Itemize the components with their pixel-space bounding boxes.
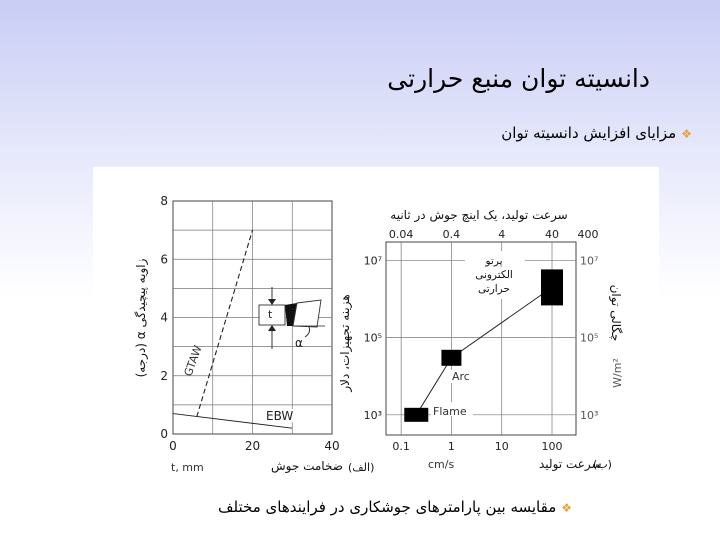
left-series-ebw-line <box>172 413 293 429</box>
right-panel-label: (ب) <box>593 458 612 471</box>
left-x-axis-label: ضخامت جوش <box>271 459 343 474</box>
left-grid <box>173 201 332 434</box>
right-point-marker <box>441 349 462 366</box>
right-x-tick-label: 100 <box>542 440 563 453</box>
comparison-figure: 0 20 40 0 2 4 6 8 GTAW EBW t α زاویه پیچیدگی α … <box>93 167 659 483</box>
diamond-bullet-icon: ❖ <box>681 127 692 141</box>
weld-angle-inset: t α <box>258 287 325 350</box>
right-top-tick-label: 0.4 <box>443 228 461 241</box>
left-y-tick-label: 0 <box>160 427 168 441</box>
right-top-title: سرعت تولید، یک اینچ جوش در ثانیه <box>390 208 567 223</box>
left-chart: 0 20 40 0 2 4 6 8 GTAW EBW t α زاویه پیچیدگی α … <box>134 194 374 474</box>
right-x-tick-label: 1 <box>448 440 455 453</box>
left-x-tick-label: 40 <box>324 439 339 453</box>
right-series <box>404 269 564 422</box>
ebeam-label-line1: پرتو <box>484 255 502 267</box>
left-x-tick-label: 0 <box>169 439 177 453</box>
left-panel-label: (الف) <box>348 461 374 474</box>
right-y-axis-left-label: هزینه تجهیزات، دلار <box>338 294 353 392</box>
right-top-tick-label: 40 <box>545 228 559 241</box>
right-point-marker <box>404 407 429 422</box>
right-top-tick-label: 4 <box>498 228 505 241</box>
inset-alpha-label: α <box>295 336 303 350</box>
bullet-text: مزایای افزایش دانسیته توان <box>501 124 677 142</box>
left-tick-labels: 0 20 40 0 2 4 6 8 <box>160 194 339 453</box>
ebeam-label: پرتو الکترونی حرارتی <box>465 251 525 299</box>
left-y-tick-label: 2 <box>160 369 168 383</box>
bullet-welding-parameter-comparison: ❖ مقایسه بین پارامترهای جوشکاری در فرایند… <box>218 498 572 516</box>
right-y-axis-right-label: چگالی توان <box>608 285 623 342</box>
right-top-tick-label: 0.04 <box>389 228 414 241</box>
inset-plate-right <box>292 299 322 328</box>
right-x-tick-label: 10 <box>495 440 509 453</box>
left-x-unit: t, mm <box>171 461 204 474</box>
right-x-tick-label: 0.1 <box>392 440 410 453</box>
left-series-gtaw-line <box>196 229 254 417</box>
ebeam-label-line2: الکترونی <box>475 269 513 281</box>
left-y-tick-label: 4 <box>160 311 168 325</box>
right-x-unit: cm/s <box>428 458 454 471</box>
bullet-power-density-advantages: ❖ مزایای افزایش دانسیته توان <box>501 124 692 142</box>
right-x-axis-label: سرعت تولید <box>539 457 602 472</box>
right-plot-frame <box>385 241 577 436</box>
right-tick-labels: 0.1 1 10 100 0.04 0.4 4 40 400 10³ 10⁵ 10⁷ 10³ 10⁵ 10⁷ <box>364 228 599 453</box>
left-series <box>172 229 293 429</box>
left-y-axis-label: زاویه پیچیدگی α (درجه) <box>134 258 149 377</box>
left-x-tick-label: 20 <box>245 439 260 453</box>
slide-title: دانسیته توان منبع حرارتی <box>387 64 650 93</box>
right-y-left-tick-label: 10⁵ <box>364 332 382 345</box>
bullet-text: مقایسه بین پارامترهای جوشکاری در فراینده… <box>218 498 557 516</box>
right-y-axis-right-unit: W/m² <box>611 358 624 388</box>
arc-label: Arc <box>452 370 470 383</box>
flame-label-bg <box>431 402 473 416</box>
flame-label: Flame <box>433 405 467 418</box>
right-chart: 0.1 1 10 100 0.04 0.4 4 40 400 10³ 10⁵ 10⁷ 10³ 10⁵ 10⁷… <box>338 208 624 472</box>
right-y-right-tick-label: 10⁵ <box>580 332 598 345</box>
right-series-line <box>415 286 553 416</box>
arc-label-bg <box>451 370 475 383</box>
gtaw-label: GTAW <box>182 344 205 378</box>
right-y-right-tick-label: 10³ <box>580 409 598 422</box>
inset-t-label: t <box>268 308 273 321</box>
right-top-tick-label: 400 <box>578 228 599 241</box>
left-y-tick-label: 6 <box>160 252 168 266</box>
right-y-left-tick-label: 10³ <box>364 409 382 422</box>
right-y-left-tick-label: 10⁷ <box>364 254 382 267</box>
ebeam-label-line3: حرارتی <box>478 283 510 295</box>
diamond-bullet-icon: ❖ <box>561 501 572 515</box>
left-y-tick-label: 8 <box>160 194 168 208</box>
right-y-right-tick-label: 10⁷ <box>580 254 598 267</box>
ebw-label-bg <box>263 409 299 422</box>
right-point-marker <box>541 269 564 306</box>
ebw-label: EBW <box>266 409 293 423</box>
